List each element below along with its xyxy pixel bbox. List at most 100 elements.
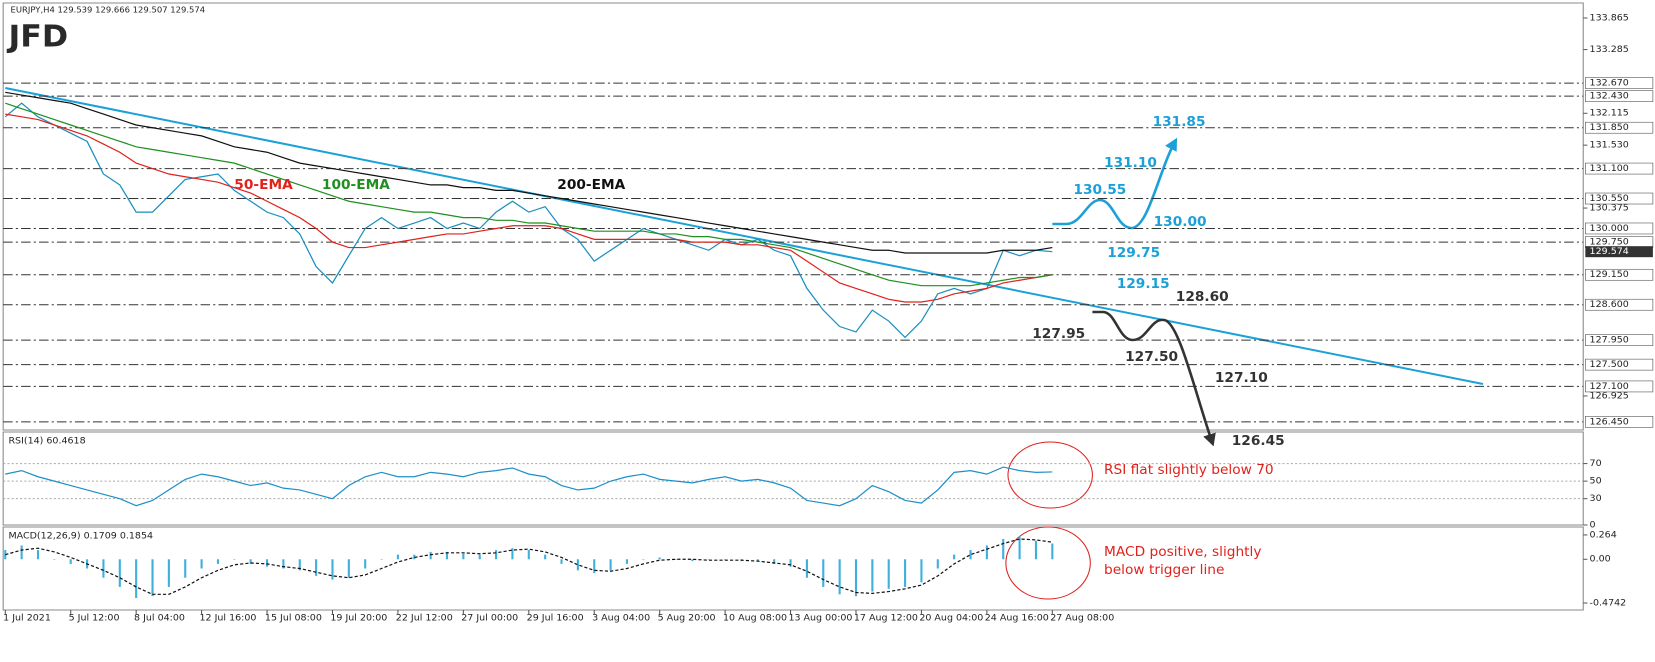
- histogram-bar: [1002, 538, 1005, 560]
- histogram-bar: [249, 559, 252, 564]
- bearish-scenario: [1092, 310, 1216, 447]
- target-label: 127.10: [1215, 371, 1268, 386]
- histogram-bar: [135, 559, 138, 599]
- histogram-bar: [904, 559, 907, 587]
- histogram-bar: [920, 559, 923, 583]
- histogram-bar: [1034, 540, 1038, 560]
- level-label: 126.450: [1590, 416, 1629, 427]
- target-label: 129.75: [1107, 246, 1160, 261]
- histogram-bar: [364, 559, 367, 569]
- histogram-bar: [495, 550, 498, 560]
- series-line: [4, 102, 1053, 339]
- histogram-bar: [773, 559, 776, 564]
- level-box: [1585, 358, 1654, 371]
- series-line: [5, 113, 1053, 303]
- histogram-bar: [20, 545, 23, 560]
- histogram-bar: [985, 545, 988, 560]
- level-label: 128.600: [1590, 299, 1629, 310]
- level-box: [1585, 90, 1654, 102]
- x-tick-label: 27 Jul 00:00: [461, 613, 518, 624]
- x-tick-label: 1 Jul 2021: [3, 613, 51, 624]
- series-line: [5, 91, 1053, 254]
- level-box: [1585, 222, 1654, 235]
- histogram-bar: [527, 550, 530, 560]
- histogram-bar: [642, 559, 645, 560]
- macd-panel: [2, 526, 1584, 611]
- histogram-bar: [871, 559, 874, 592]
- histogram-bar: [576, 559, 579, 571]
- histogram-bar: [478, 554, 481, 560]
- histogram-bar: [200, 559, 203, 569]
- histogram-bar: [167, 559, 170, 587]
- panel-title: MACD(12,26,9) 0.1709 0.1854: [8, 531, 153, 542]
- histogram-bar: [118, 559, 121, 587]
- rsi-circle: [1007, 441, 1093, 509]
- histogram-bar: [380, 559, 383, 560]
- logo: JFD: [6, 19, 68, 54]
- histogram-bar: [756, 559, 759, 562]
- x-tick-label: 20 Aug 04:00: [919, 613, 983, 624]
- level-label: 130.000: [1590, 223, 1629, 234]
- ema-label: 50-EMA: [234, 178, 293, 193]
- rsi-panel: [2, 431, 1584, 526]
- level-box: [1585, 162, 1654, 175]
- macd-note: below trigger line: [1104, 563, 1224, 578]
- series-line: [5, 102, 1053, 287]
- histogram-bar: [854, 559, 858, 597]
- rsi-note: RSI flat slightly below 70: [1104, 463, 1274, 478]
- level-box: [1585, 268, 1654, 281]
- level-label: 131.850: [1590, 122, 1629, 133]
- histogram-bar: [658, 557, 661, 560]
- macd-note: MACD positive, slightly: [1104, 545, 1262, 560]
- histogram-bar: [822, 559, 825, 587]
- macd-circle: [1005, 526, 1091, 600]
- histogram-bar: [282, 559, 285, 569]
- level-label: 132.670: [1590, 78, 1629, 89]
- histogram-bar: [233, 559, 236, 560]
- y-tick-label: 133.285: [1590, 44, 1629, 55]
- target-label: 131.85: [1153, 115, 1206, 130]
- histogram-bar: [265, 559, 269, 567]
- x-tick-label: 22 Jul 12:00: [396, 613, 453, 624]
- histogram-bar: [887, 559, 890, 589]
- target-label: 129.15: [1117, 277, 1170, 292]
- histogram-bar: [216, 559, 220, 564]
- histogram-bar: [396, 554, 399, 560]
- level-box: [1585, 192, 1654, 205]
- histogram-bar: [331, 559, 334, 580]
- histogram-bar: [151, 559, 154, 597]
- x-tick-label: 10 Aug 08:00: [723, 613, 787, 624]
- target-label: 131.10: [1104, 156, 1157, 171]
- level-label: 127.100: [1590, 381, 1629, 392]
- histogram-bar: [936, 559, 939, 569]
- histogram-bar: [674, 559, 678, 560]
- target-label: 128.60: [1176, 290, 1229, 305]
- y-tick-label: 70: [1590, 458, 1602, 469]
- y-tick-label: 30: [1590, 493, 1602, 504]
- histogram-bar: [102, 559, 105, 578]
- target-label: 130.55: [1073, 183, 1126, 198]
- y-tick-label: -0.4742: [1590, 598, 1627, 609]
- y-tick-label: 132.115: [1590, 108, 1629, 119]
- histogram-bar: [462, 553, 465, 560]
- level-label: 127.500: [1590, 359, 1629, 370]
- histogram-bar: [1018, 536, 1021, 560]
- histogram-bar: [511, 548, 514, 560]
- x-tick-label: 13 Aug 00:00: [788, 613, 852, 624]
- histogram-bar: [53, 559, 56, 560]
- price-panel: [2, 2, 1584, 431]
- level-box: [1585, 77, 1654, 89]
- x-tick-label: 19 Jul 20:00: [330, 613, 387, 624]
- histogram-bar: [691, 559, 694, 562]
- y-tick-label: 131.530: [1590, 140, 1629, 151]
- histogram-bar: [298, 559, 301, 571]
- current-price-label: 129.574: [1590, 246, 1629, 257]
- target-label: 130.00: [1154, 215, 1207, 230]
- level-box: [1585, 334, 1654, 346]
- level-label: 130.550: [1590, 193, 1629, 204]
- x-tick-label: 29 Jul 16:00: [527, 613, 584, 624]
- x-tick-label: 5 Jul 12:00: [69, 613, 120, 624]
- level-label: 129.150: [1590, 269, 1629, 280]
- histogram-bar: [969, 550, 972, 560]
- y-tick-label: 0: [1590, 520, 1596, 531]
